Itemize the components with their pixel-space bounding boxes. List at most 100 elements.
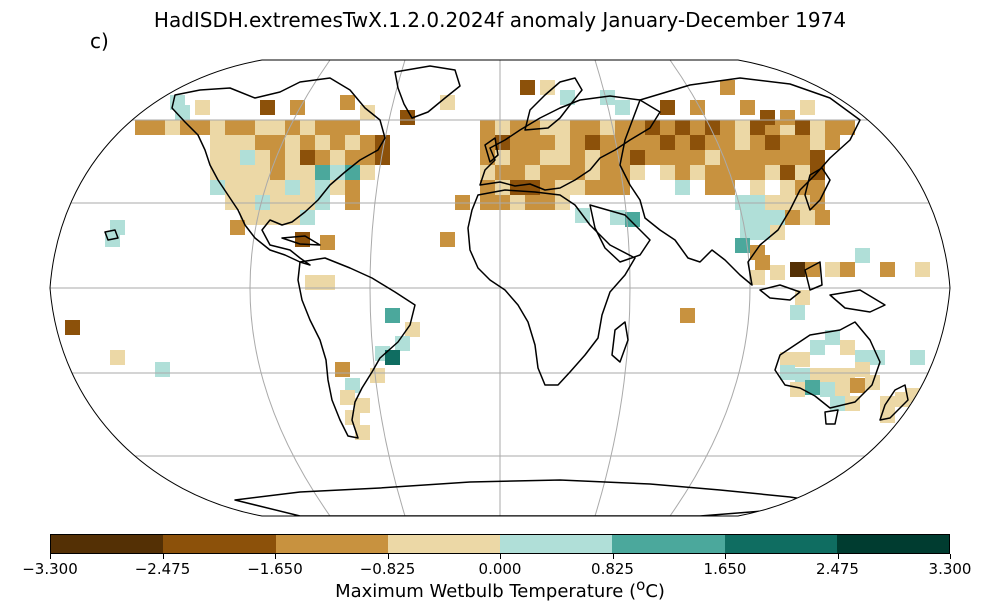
anomaly-cell: [600, 135, 615, 150]
anomaly-cell: [755, 210, 770, 225]
anomaly-cell: [780, 110, 795, 125]
anomaly-cell: [525, 165, 540, 180]
anomaly-cell: [225, 135, 240, 150]
anomaly-cell: [825, 330, 840, 345]
anomaly-cell: [675, 165, 690, 180]
colorbar-segment: [387, 535, 500, 553]
anomaly-cell: [735, 120, 750, 135]
anomaly-cell: [630, 165, 645, 180]
anomaly-cell: [225, 120, 240, 135]
anomaly-cell: [155, 362, 170, 377]
colorbar-tick-label: −3.300: [22, 560, 78, 578]
anomaly-cell: [195, 100, 210, 115]
anomaly-cell: [540, 150, 555, 165]
anomaly-cell: [240, 135, 255, 150]
anomaly-cell: [740, 225, 755, 240]
anomaly-cell: [355, 425, 370, 440]
anomaly-cell: [840, 340, 855, 355]
anomaly-cell: [720, 135, 735, 150]
anomaly-cell: [830, 396, 845, 411]
anomaly-cell: [615, 120, 630, 135]
colorbar-segment: [836, 535, 949, 553]
anomaly-cell: [285, 210, 300, 225]
anomaly-cell: [825, 135, 840, 150]
colorbar-tick-label: 3.300: [928, 560, 972, 578]
anomaly-cell: [720, 120, 735, 135]
anomaly-cell: [540, 165, 555, 180]
anomaly-cell: [615, 165, 630, 180]
anomaly-cell: [285, 165, 300, 180]
anomaly-cell: [210, 120, 225, 135]
anomaly-cell: [315, 165, 330, 180]
anomaly-cell: [570, 150, 585, 165]
anomaly-cell: [285, 180, 300, 195]
anomaly-cell: [735, 150, 750, 165]
anomaly-cell: [795, 150, 810, 165]
colorbar-tickmark: [725, 554, 726, 559]
anomaly-cell: [345, 378, 360, 393]
anomaly-cell: [690, 165, 705, 180]
anomaly-cell: [690, 135, 705, 150]
anomaly-cell: [645, 150, 660, 165]
anomaly-cell: [255, 150, 270, 165]
colorbar-tick-label: 1.650: [703, 560, 747, 578]
anomaly-cell: [285, 120, 300, 135]
anomaly-cell: [540, 180, 555, 195]
anomaly-cell: [750, 270, 765, 285]
anomaly-cell: [305, 275, 320, 290]
anomaly-cell: [795, 120, 810, 135]
anomaly-cell: [660, 120, 675, 135]
coastlines: [104, 65, 909, 516]
anomaly-cell: [585, 120, 600, 135]
anomaly-cell: [540, 80, 555, 95]
anomaly-cell: [330, 150, 345, 165]
anomaly-cell: [880, 262, 895, 277]
anomaly-cell: [810, 150, 825, 165]
anomaly-cell: [600, 165, 615, 180]
anomaly-cell: [335, 362, 350, 377]
anomaly-cell: [560, 90, 575, 105]
anomaly-cell: [790, 305, 805, 320]
anomaly-cell: [180, 120, 195, 135]
anomaly-cell: [315, 120, 330, 135]
anomaly-cell: [290, 100, 305, 115]
colorbar-tick-label: 0.825: [591, 560, 634, 578]
anomaly-cell: [520, 80, 535, 95]
anomaly-cell: [675, 150, 690, 165]
anomaly-cell: [150, 120, 165, 135]
anomaly-cell: [795, 165, 810, 180]
anomaly-cell: [340, 390, 355, 405]
anomaly-cell: [720, 150, 735, 165]
panel-label: c): [90, 29, 109, 53]
anomaly-cell: [815, 210, 830, 225]
anomaly-cell: [795, 368, 810, 383]
anomaly-cell: [705, 150, 720, 165]
map-title: HadISDH.extremesTwX.1.2.0.2024f anomaly …: [153, 8, 847, 32]
anomaly-cell: [330, 135, 345, 150]
anomaly-cell: [345, 135, 360, 150]
anomaly-cell: [270, 150, 285, 165]
colorbar-segment: [724, 535, 837, 553]
anomaly-cell: [810, 135, 825, 150]
anomaly-cell: [825, 262, 840, 277]
anomaly-cell: [225, 165, 240, 180]
anomaly-cell: [65, 320, 80, 335]
anomaly-cell: [790, 262, 805, 277]
anomaly-cell: [660, 135, 675, 150]
anomaly-cell: [330, 165, 345, 180]
anomaly-cell: [360, 105, 375, 120]
anomaly-cell: [840, 120, 855, 135]
anomaly-cell: [255, 165, 270, 180]
anomaly-cell: [240, 120, 255, 135]
anomaly-cell: [345, 165, 360, 180]
anomaly-cell: [230, 220, 245, 235]
anomaly-cell: [400, 110, 415, 125]
anomaly-cell: [660, 100, 675, 115]
anomaly-cell: [820, 382, 835, 397]
colorbar-tickmark: [837, 554, 839, 559]
anomaly-cell: [385, 350, 400, 365]
anomaly-cell: [770, 265, 785, 280]
anomaly-cell: [760, 110, 775, 125]
anomaly-cell: [255, 135, 270, 150]
anomaly-cell: [795, 290, 810, 305]
